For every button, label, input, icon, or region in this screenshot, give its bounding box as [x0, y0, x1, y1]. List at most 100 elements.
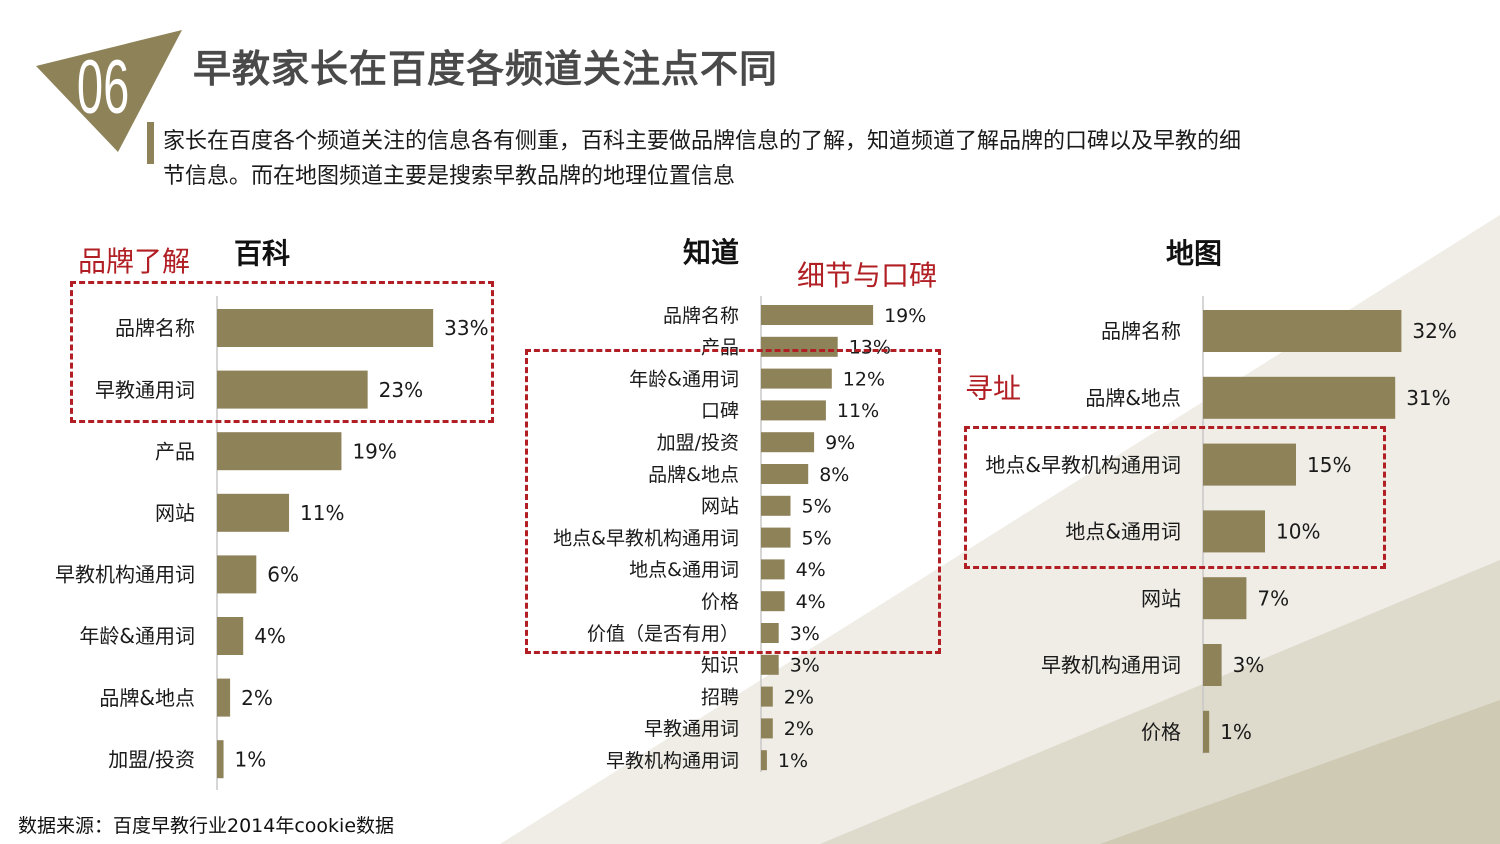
data-label-zhidao-7: 5%	[802, 527, 832, 549]
data-label-ditu-3: 10%	[1276, 520, 1320, 544]
bar-zhidao-8	[761, 559, 785, 580]
bar-zhidao-14	[761, 750, 767, 771]
annotation-brand-understanding: 品牌了解	[78, 245, 191, 278]
data-label-baike-3: 11%	[300, 501, 344, 525]
subtitle-line-1: 家长在百度各个频道关注的信息各有侧重，百科主要做品牌信息的了解，知道频道了解品牌…	[163, 129, 1242, 154]
subtitle-line-2: 节信息。而在地图频道主要是搜索早教品牌的地理位置信息	[163, 164, 736, 189]
bar-ditu-3	[1203, 510, 1265, 553]
data-label-zhidao-0: 19%	[884, 305, 926, 327]
bar-ditu-0	[1203, 310, 1402, 352]
category-label-zhidao-14: 早教机构通用词	[606, 750, 739, 772]
category-label-baike-2: 产品	[155, 439, 195, 463]
category-label-baike-6: 品牌&地点	[99, 686, 195, 710]
bar-ditu-2	[1203, 443, 1296, 486]
bar-zhidao-7	[761, 527, 791, 548]
data-label-zhidao-8: 4%	[796, 559, 826, 581]
category-label-baike-5: 年龄&通用词	[79, 624, 195, 648]
data-label-ditu-4: 7%	[1257, 586, 1289, 610]
bar-zhidao-9	[761, 591, 785, 612]
data-label-baike-2: 19%	[352, 439, 396, 463]
data-label-zhidao-13: 2%	[784, 718, 814, 740]
bar-ditu-1	[1203, 376, 1396, 419]
bar-zhidao-12	[761, 686, 773, 707]
highlight-box-baike	[70, 281, 494, 423]
data-label-zhidao-3: 11%	[837, 400, 879, 422]
category-label-zhidao-0: 品牌名称	[663, 305, 739, 327]
data-label-zhidao-10: 3%	[790, 623, 820, 645]
category-label-zhidao-3: 口碑	[701, 400, 739, 422]
bar-zhidao-3	[761, 400, 826, 421]
page-title: 早教家长在百度各频道关注点不同	[193, 47, 779, 91]
data-label-baike-4: 6%	[267, 563, 299, 587]
category-label-zhidao-4: 加盟/投资	[657, 432, 739, 454]
bar-zhidao-6	[761, 495, 791, 516]
bar-zhidao-5	[761, 464, 809, 484]
category-label-zhidao-10: 价值（是否有用）	[587, 623, 739, 645]
bar-ditu-6	[1203, 710, 1210, 753]
data-label-zhidao-1: 13%	[849, 337, 891, 359]
subtitle-accent-bar	[147, 122, 154, 164]
category-label-ditu-4: 网站	[1141, 586, 1181, 610]
data-label-ditu-6: 1%	[1220, 720, 1252, 744]
bar-zhidao-11	[761, 654, 779, 675]
category-label-zhidao-11: 知识	[701, 655, 739, 677]
data-label-zhidao-5: 8%	[819, 464, 849, 486]
bar-zhidao-0	[761, 305, 874, 325]
category-label-zhidao-8: 地点&通用词	[629, 559, 739, 581]
data-label-zhidao-2: 12%	[843, 368, 885, 390]
highlight-box-ditu	[964, 426, 1386, 569]
bar-baike-2	[217, 432, 342, 471]
chart-title-ditu: 地图	[1166, 237, 1223, 270]
data-label-baike-1: 23%	[379, 378, 423, 402]
category-label-baike-3: 网站	[155, 501, 195, 525]
bar-baike-0	[217, 309, 434, 347]
category-label-zhidao-1: 产品	[701, 337, 739, 359]
chart-title-zhidao: 知道	[683, 236, 740, 269]
category-label-zhidao-6: 网站	[701, 496, 739, 518]
bar-baike-4	[217, 555, 257, 594]
category-label-ditu-5: 早教机构通用词	[1041, 653, 1181, 677]
category-label-zhidao-2: 年龄&通用词	[629, 368, 739, 390]
bar-zhidao-13	[761, 718, 773, 739]
bar-baike-5	[217, 617, 244, 655]
bar-ditu-4	[1203, 577, 1247, 620]
category-label-zhidao-9: 价格	[701, 591, 739, 613]
data-label-baike-0: 33%	[444, 316, 488, 340]
section-number: 06	[77, 46, 129, 130]
category-label-zhidao-5: 品牌&地点	[648, 464, 739, 486]
data-label-baike-6: 2%	[241, 686, 273, 710]
category-label-ditu-1: 品牌&地点	[1085, 386, 1181, 410]
category-label-baike-1: 早教通用词	[95, 378, 195, 402]
data-label-ditu-5: 3%	[1233, 653, 1265, 677]
category-label-baike-7: 加盟/投资	[108, 747, 195, 771]
section-badge: 06	[36, 30, 182, 152]
data-label-baike-5: 4%	[254, 624, 286, 648]
category-label-ditu-0: 品牌名称	[1101, 319, 1181, 343]
data-label-baike-7: 1%	[235, 747, 267, 771]
category-label-zhidao-13: 早教通用词	[644, 718, 739, 740]
annotation-detail-reputation: 细节与口碑	[797, 259, 938, 292]
page-subtitle: 家长在百度各个频道关注的信息各有侧重，百科主要做品牌信息的了解，知道频道了解品牌…	[163, 124, 1413, 194]
bar-baike-7	[217, 740, 224, 779]
category-label-baike-0: 品牌名称	[115, 316, 195, 340]
bar-zhidao-10	[761, 623, 779, 643]
chart-title-baike: 百科	[234, 237, 291, 270]
data-source: 数据来源：百度早教行业2014年cookie数据	[18, 815, 395, 837]
bar-baike-3	[217, 493, 290, 532]
bar-zhidao-2	[761, 368, 832, 389]
bar-ditu-5	[1203, 644, 1222, 686]
category-label-zhidao-7: 地点&早教机构通用词	[553, 527, 739, 549]
annotation-location: 寻址	[965, 372, 1022, 405]
category-label-baike-4: 早教机构通用词	[55, 563, 195, 587]
category-label-ditu-6: 价格	[1141, 720, 1181, 744]
bar-zhidao-4	[761, 432, 815, 453]
data-label-zhidao-9: 4%	[796, 591, 826, 613]
data-label-ditu-1: 31%	[1406, 386, 1450, 410]
category-label-ditu-2: 地点&早教机构通用词	[985, 453, 1181, 477]
data-label-ditu-2: 15%	[1307, 453, 1351, 477]
bar-baike-1	[217, 370, 368, 409]
data-label-zhidao-14: 1%	[778, 750, 808, 772]
category-label-zhidao-12: 招聘	[701, 686, 739, 708]
